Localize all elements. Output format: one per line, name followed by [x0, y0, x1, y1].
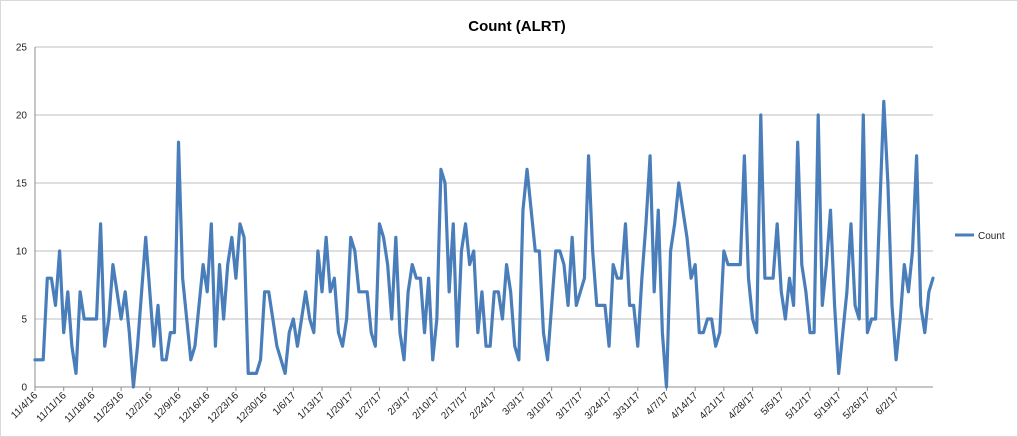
y-tick-label: 25 [16, 43, 28, 54]
y-tick-label: 10 [16, 247, 28, 258]
legend-label-count: Count [978, 231, 1005, 242]
axes [34, 47, 933, 391]
series-count [33, 99, 935, 389]
y-tick-label: 15 [16, 179, 28, 190]
chart-title: Count (ALRT) [468, 18, 565, 35]
y-axis-tick-labels: 0 5 10 15 20 25 [16, 43, 28, 394]
y-tick-label: 5 [21, 315, 27, 326]
y-tick-label: 0 [21, 383, 27, 394]
series-line-count [33, 99, 935, 389]
legend: Count [955, 231, 1005, 242]
gridlines [35, 46, 933, 320]
y-tick-label: 20 [16, 111, 28, 122]
